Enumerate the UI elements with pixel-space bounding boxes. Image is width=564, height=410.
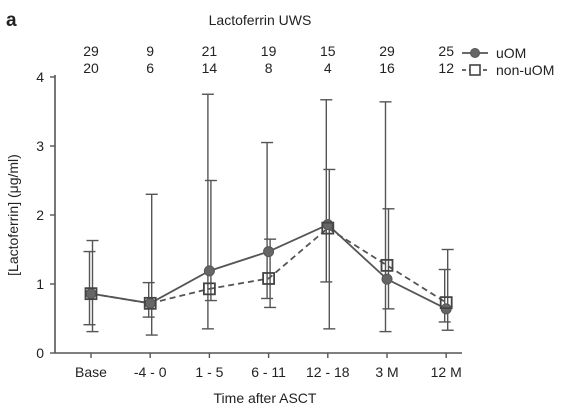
y-tick-label: 1 [36, 276, 44, 292]
data-point-non-uom [262, 272, 276, 285]
count-label-non-uom: 14 [202, 60, 218, 76]
y-tick-label: 2 [36, 207, 44, 223]
legend-marker-non-uom [469, 64, 481, 76]
count-label-non-uom: 12 [438, 60, 454, 76]
x-tick-label: 1 - 5 [195, 364, 223, 380]
count-label-uom: 25 [438, 43, 454, 59]
data-point-uom [85, 288, 97, 300]
data-point-uom [322, 219, 334, 231]
count-label-uom: 29 [83, 43, 99, 59]
x-tick-label: 12 M [431, 364, 462, 380]
data-point-non-uom [439, 296, 453, 310]
data-point-uom [381, 273, 393, 285]
data-point-uom [203, 265, 215, 277]
x-tick-label: 3 M [375, 364, 398, 380]
data-point-non-uom [321, 221, 335, 235]
data-point-uom [263, 246, 275, 258]
data-point-non-uom [84, 287, 98, 301]
count-label-uom: 15 [320, 43, 336, 59]
count-label-uom: 21 [202, 43, 218, 59]
x-tick-label: Base [75, 364, 107, 380]
x-tick-label: 12 - 18 [306, 364, 350, 380]
count-label-non-uom: 4 [324, 60, 332, 76]
count-label-uom: 9 [146, 43, 154, 59]
legend-label-uom: uOM [496, 45, 526, 61]
data-point-uom [144, 297, 156, 309]
count-label-non-uom: 20 [83, 60, 99, 76]
count-label-uom: 29 [379, 43, 395, 59]
chart-title: Lactoferrin UWS [209, 12, 312, 28]
data-point-non-uom [143, 296, 157, 310]
x-axis-label: Time after ASCT [214, 390, 317, 406]
y-tick-label: 0 [36, 345, 44, 361]
legend-marker-uom [470, 48, 480, 58]
count-label-uom: 19 [261, 43, 277, 59]
count-label-non-uom: 8 [265, 60, 273, 76]
data-point-non-uom [202, 282, 216, 296]
series-line-non-uom [90, 226, 447, 305]
data-point-non-uom [380, 258, 394, 272]
count-label-non-uom: 6 [146, 60, 154, 76]
y-tick-label: 4 [36, 69, 44, 85]
x-tick-label: 6 - 11 [251, 364, 286, 380]
panel-label: a [6, 10, 17, 31]
y-tick-label: 3 [36, 138, 44, 154]
count-label-non-uom: 16 [379, 60, 395, 76]
x-tick-label: -4 - 0 [134, 364, 167, 380]
y-axis-label: [Lactoferrin] (μg/ml) [5, 154, 21, 276]
legend-label-non-uom: non-uOM [496, 62, 554, 78]
